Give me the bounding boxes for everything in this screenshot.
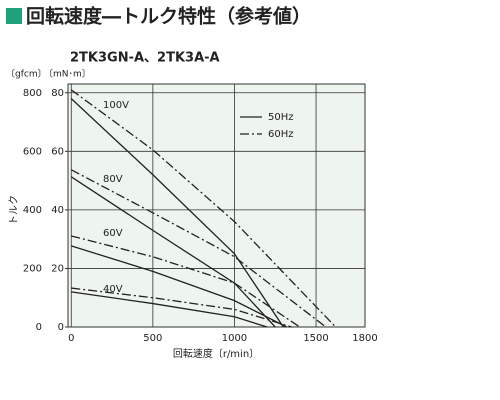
voltage-label: 80V — [103, 174, 123, 185]
y-tick-label: 600 — [23, 146, 42, 157]
y-axis-label: トルク — [8, 195, 20, 225]
legend-label: 60Hz — [268, 129, 294, 140]
x-tick-label: 1500 — [303, 333, 328, 344]
title-icon — [6, 8, 22, 24]
y2-tick-label: 20 — [51, 263, 64, 274]
x-tick-label: 1800 — [352, 333, 377, 344]
x-tick-label: 1000 — [222, 333, 247, 344]
torque-line — [71, 287, 292, 328]
y-tick-label: 200 — [23, 263, 42, 274]
y2-tick-label: 0 — [58, 322, 64, 333]
torque-line — [70, 176, 276, 328]
x-tick-label: 500 — [143, 333, 162, 344]
voltage-label: 60V — [103, 228, 123, 239]
y-tick-label: 800 — [23, 88, 42, 99]
y-tick-label: 0 — [36, 322, 42, 333]
torque-line — [71, 235, 301, 328]
torque-line — [70, 89, 337, 328]
y2-tick-label: 40 — [51, 205, 64, 216]
voltage-label: 40V — [103, 284, 123, 295]
torque-line — [71, 245, 287, 328]
y2-unit: 〔mN･m〕 — [44, 69, 91, 80]
legend-label: 50Hz — [268, 112, 294, 123]
torque-line — [71, 291, 268, 328]
voltage-label: 100V — [103, 100, 129, 111]
torque-line — [70, 98, 284, 328]
torque-line — [70, 169, 327, 328]
y2-tick-label: 60 — [51, 146, 64, 157]
y2-tick-label: 80 — [51, 88, 64, 99]
x-axis-label: 回転速度〔r/min〕 — [173, 347, 259, 360]
chart-title: 回転速度―トルク特性（参考値） — [26, 5, 311, 28]
y-unit: 〔gfcm〕 — [6, 69, 47, 80]
y-tick-label: 400 — [23, 205, 42, 216]
chart-subtitle: 2TK3GN-A、2TK3A-A — [70, 51, 220, 66]
x-tick-label: 0 — [68, 333, 74, 344]
